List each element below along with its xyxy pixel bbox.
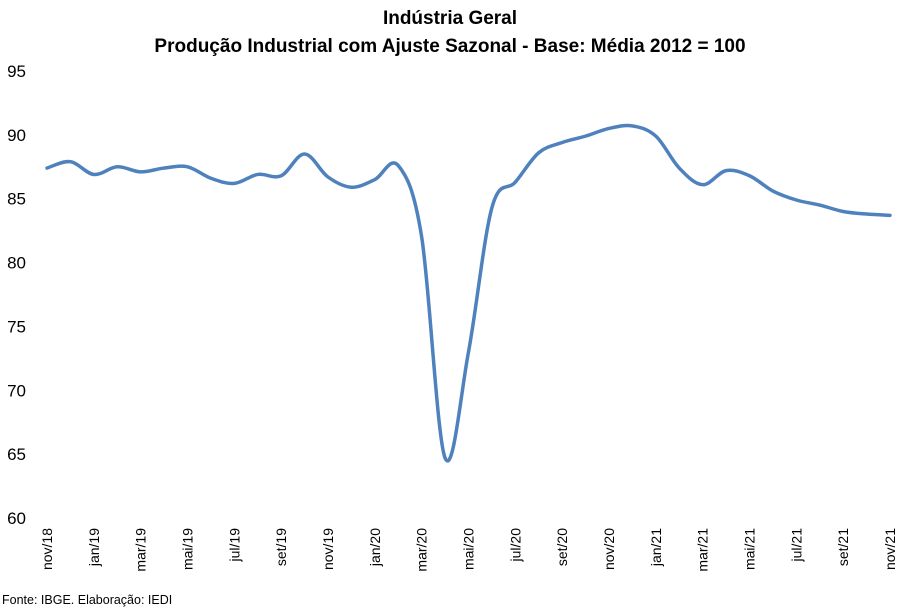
data-point [303,153,306,156]
data-point [725,169,728,172]
y-axis: 60 65 70 75 80 85 90 95 [7,62,26,528]
x-tick-label: nov/20 [601,528,617,570]
x-tick-label: mar/19 [133,528,149,572]
data-point [467,350,470,353]
x-tick-label: jan/20 [367,528,383,567]
data-point [608,127,611,130]
data-point [842,210,845,213]
y-tick-label: 95 [7,62,26,81]
data-point [46,167,49,170]
x-tick-label: set/19 [273,528,289,566]
data-point [186,165,189,168]
data-point [678,167,681,170]
data-point [561,141,564,144]
x-tick-label: mai/19 [180,528,196,570]
data-point [865,213,868,216]
x-tick-label: jul/20 [507,528,523,563]
data-point [350,186,353,189]
data-point [889,214,892,217]
data-point [701,183,704,186]
y-tick-label: 85 [7,190,26,209]
data-point [420,236,423,239]
chart-subtitle: Produção Industrial com Ajuste Sazonal -… [154,36,746,57]
data-point [795,198,798,201]
data-point [92,173,95,176]
data-point [490,206,493,209]
x-tick-label: nov/19 [320,528,336,570]
data-point [748,174,751,177]
source-note: Fonte: IBGE. Elaboração: IEDI [2,593,173,607]
x-tick-label: set/21 [835,528,851,566]
x-tick-label: set/20 [554,528,570,566]
data-point [584,135,587,138]
data-point [537,151,540,154]
data-point [514,181,517,184]
y-tick-label: 65 [7,445,26,464]
y-tick-label: 90 [7,126,26,145]
data-point [233,182,236,185]
data-point [444,456,447,459]
data-point [116,165,119,168]
data-point [397,164,400,167]
data-point [256,173,259,176]
data-point [654,135,657,138]
y-tick-label: 80 [7,254,26,273]
chart-title: Indústria Geral [382,8,518,29]
x-tick-label: nov/18 [39,528,55,570]
x-tick-label: mar/21 [695,528,711,572]
data-point [818,204,821,207]
data-point [163,167,166,170]
data-point [69,160,72,163]
y-tick-label: 70 [7,381,26,400]
x-tick-label: jul/21 [788,528,804,563]
data-point [771,190,774,193]
data-point [139,170,142,173]
data-point [327,176,330,179]
x-tick-label: mai/21 [742,528,758,570]
data-point [209,177,212,180]
x-axis: nov/18 jan/19 mar/19 mai/19 jul/19 set/19 nov/… [39,528,898,572]
x-tick-label: mai/20 [461,528,477,570]
x-tick-label: jan/21 [648,528,664,567]
series-line-0 [45,123,892,463]
y-tick-label: 60 [7,509,26,528]
y-tick-label: 75 [7,317,26,336]
x-tick-label: mar/20 [414,528,430,572]
data-point [373,178,376,181]
x-tick-label: jul/19 [226,528,242,563]
data-point [280,174,283,177]
x-tick-label: jan/19 [86,528,102,567]
data-point [631,124,634,127]
plot-area [45,123,892,463]
x-tick-label: nov/21 [882,528,898,570]
